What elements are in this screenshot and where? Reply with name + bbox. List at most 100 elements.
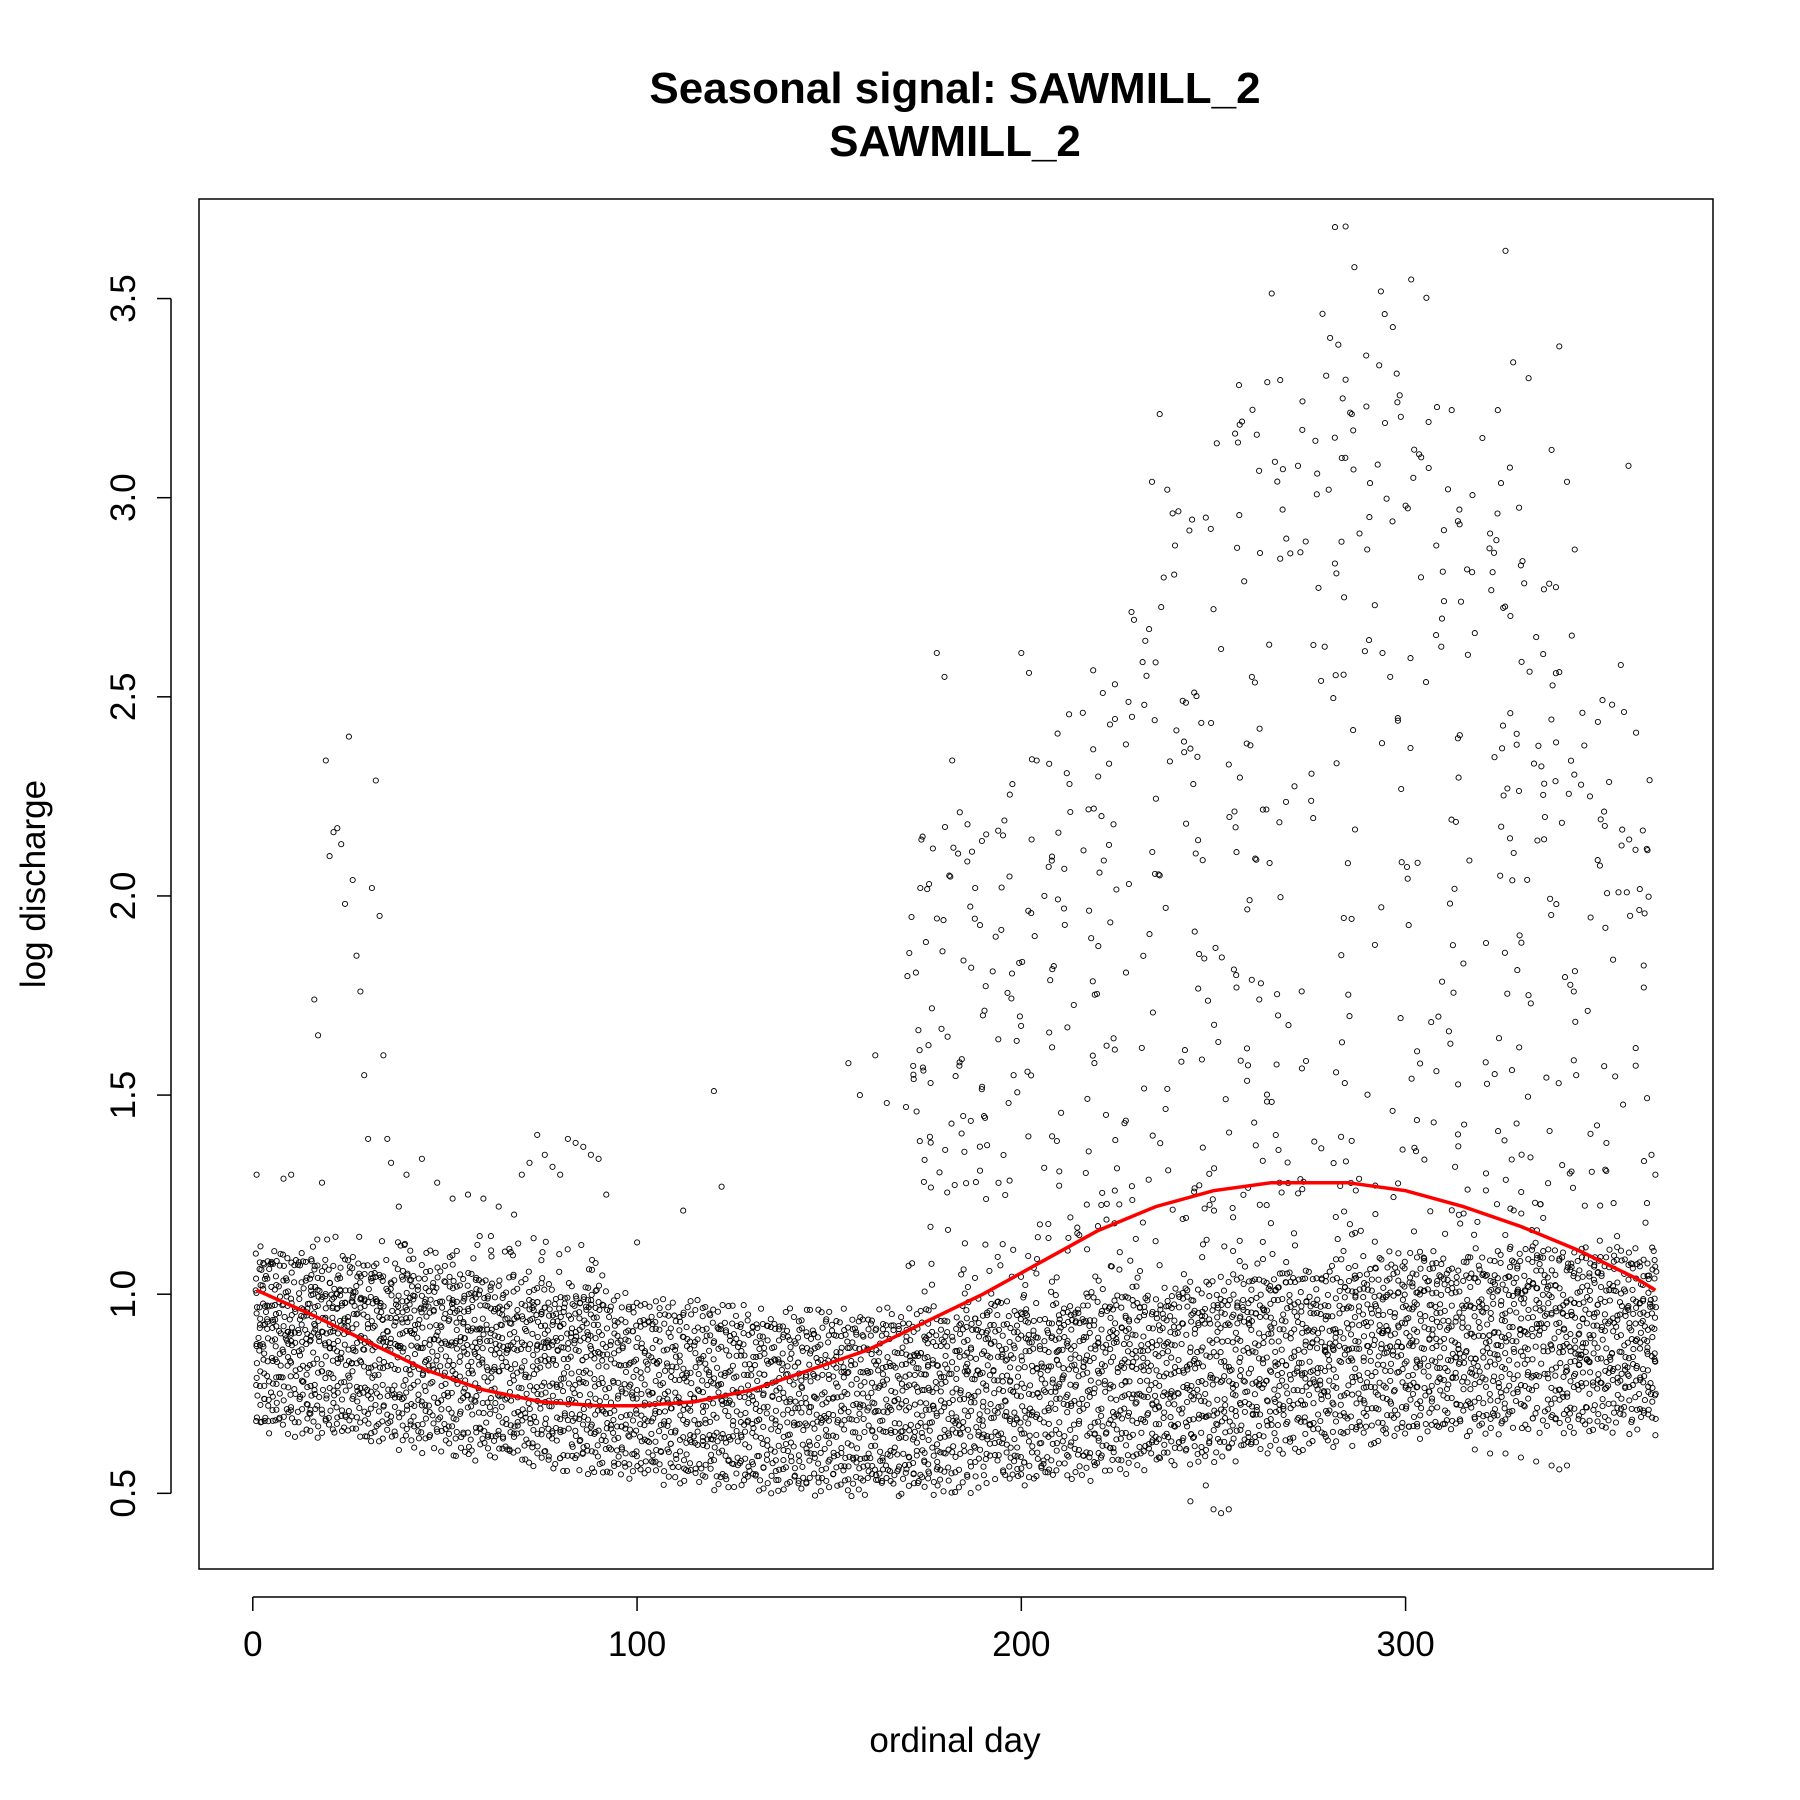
data-point [968,1407,975,1414]
data-point [965,1413,972,1420]
data-point [552,1361,560,1369]
data-point [522,1456,529,1463]
data-point [467,1327,474,1334]
data-point [817,1356,824,1364]
data-point [934,1447,941,1454]
data-point [341,1424,348,1431]
data-point [1518,1151,1525,1158]
data-point [1399,1296,1406,1303]
data-point [1241,578,1248,585]
data-point [758,1340,765,1347]
data-point [499,1435,507,1442]
data-point [526,1459,533,1466]
data-point [487,1337,494,1344]
data-point [615,1379,622,1386]
data-point [1000,1435,1007,1442]
data-point [1041,1364,1048,1371]
data-point [1651,1295,1658,1302]
data-point [1548,1267,1555,1274]
data-point [667,1405,674,1412]
data-point [1195,1458,1202,1465]
data-point [344,1314,352,1321]
data-point [937,1476,944,1483]
data-point [696,1420,703,1427]
data-point [1091,1419,1098,1426]
data-point [1025,1438,1032,1445]
data-point [1101,1467,1109,1474]
data-point [488,1374,495,1381]
data-point [1087,1477,1094,1484]
data-point [699,1437,707,1444]
data-point [1255,1342,1262,1349]
data-point [753,1400,760,1407]
data-point [1521,1403,1528,1410]
data-point [723,1347,730,1354]
data-point [1340,1430,1347,1437]
data-point [1036,1393,1043,1401]
data-point [484,1399,491,1406]
data-point [1014,1329,1021,1336]
data-point [438,1448,445,1455]
data-point [941,1403,948,1411]
data-point [990,1368,997,1375]
data-point [1367,1306,1374,1313]
data-point [834,1383,841,1390]
data-point [750,1353,757,1360]
data-point [257,1419,264,1426]
data-point [994,1457,1001,1464]
data-point [1490,1377,1497,1385]
data-point [744,1382,752,1389]
data-point [1403,1403,1410,1410]
data-point [261,1370,268,1377]
data-point [367,1405,374,1412]
data-point [502,1443,509,1450]
data-point [934,1458,941,1465]
data-point [983,1386,990,1393]
data-point [1202,1446,1210,1454]
data-point [1410,1228,1418,1235]
data-point [1238,1422,1245,1429]
data-point [1525,1369,1532,1376]
data-point [1129,1417,1136,1424]
data-point [807,1335,815,1342]
data-point [1202,1482,1209,1489]
data-point [1513,1309,1520,1316]
data-point [1556,1285,1563,1292]
data-point [295,1330,302,1337]
data-point [1164,1348,1172,1355]
data-point [1176,1406,1183,1413]
data-point [1167,1371,1175,1378]
data-point [838,1421,845,1428]
data-point [303,1401,310,1408]
data-point [878,1479,885,1486]
data-point [1290,1434,1297,1441]
data-point [1363,1379,1371,1386]
data-point [776,1385,783,1392]
data-point [1067,1346,1074,1353]
data-point [429,1378,436,1386]
data-point [1263,1377,1270,1384]
data-point [1055,1460,1063,1467]
data-point [1064,1472,1071,1479]
data-point [1322,1312,1330,1320]
data-point [892,1389,899,1396]
data-point [1092,1273,1099,1280]
data-point [1138,1363,1145,1370]
data-point [1309,1438,1316,1445]
data-point [1541,1324,1548,1332]
data-point [384,1363,391,1370]
data-point [910,1076,917,1083]
data-point [1553,1308,1560,1315]
data-point [1340,1247,1347,1255]
data-point [1487,1309,1494,1317]
data-point [634,1335,641,1342]
data-point [380,1303,387,1310]
data-point [923,1400,930,1407]
data-point [1324,1388,1331,1395]
data-point [299,1338,306,1345]
data-point [1007,1444,1014,1451]
data-point [964,1349,971,1356]
data-point [360,1311,367,1318]
data-point [1184,1423,1191,1430]
data-point [1209,1307,1216,1314]
